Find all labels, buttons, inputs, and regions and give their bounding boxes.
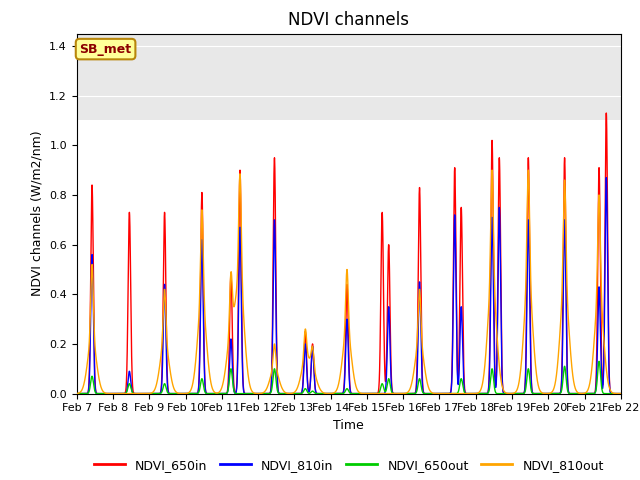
NDVI_650in [184,391,191,396]
NDVI_650in [602,110,610,116]
Bar [77,34,621,120]
NDVI_810in [424,391,431,396]
NDVI_810in [184,391,191,396]
NDVI_810out [189,378,197,384]
NDVI_810out [184,390,191,396]
NDVI_650out [615,391,623,396]
NDVI_810in [615,391,623,396]
NDVI_810out [501,389,509,395]
NDVI_650in [276,391,284,396]
Legend: NDVI_650in, NDVI_810in, NDVI_650out, NDVI_810out: NDVI_650in, NDVI_810in, NDVI_650out, NDV… [89,454,609,477]
NDVI_810out [73,391,81,396]
NDVI_650out [424,391,431,396]
NDVI_650in [617,391,625,396]
NDVI_650out [73,391,81,396]
NDVI_650out [189,391,197,396]
NDVI_650in [179,391,187,396]
Line: NDVI_810out: NDVI_810out [77,170,621,394]
Line: NDVI_650in: NDVI_650in [77,113,621,394]
Text: SB_met: SB_met [79,43,132,56]
NDVI_810out [617,391,625,396]
NDVI_650out [276,391,284,396]
NDVI_650out [595,359,603,364]
NDVI_650in [424,391,431,396]
NDVI_810in [617,391,625,396]
X-axis label: Time: Time [333,419,364,432]
NDVI_650in [189,391,197,396]
Y-axis label: NDVI channels (W/m2/nm): NDVI channels (W/m2/nm) [31,131,44,297]
NDVI_810out [524,167,532,173]
NDVI_650out [501,391,509,396]
NDVI_810in [73,391,81,396]
NDVI_650out [617,391,625,396]
NDVI_810out [424,382,431,388]
NDVI_810in [189,391,197,396]
NDVI_810in [501,391,509,396]
NDVI_810out [615,391,623,396]
NDVI_810in [364,391,372,396]
NDVI_810out [124,391,132,396]
Title: NDVI channels: NDVI channels [288,11,410,29]
NDVI_810in [602,175,610,180]
NDVI_650in [73,391,81,396]
Line: NDVI_650out: NDVI_650out [77,361,621,394]
NDVI_650in [615,391,623,396]
Line: NDVI_810in: NDVI_810in [77,178,621,394]
NDVI_810in [276,391,284,396]
NDVI_650in [501,391,509,396]
NDVI_650out [184,391,191,396]
NDVI_810out [276,381,284,387]
